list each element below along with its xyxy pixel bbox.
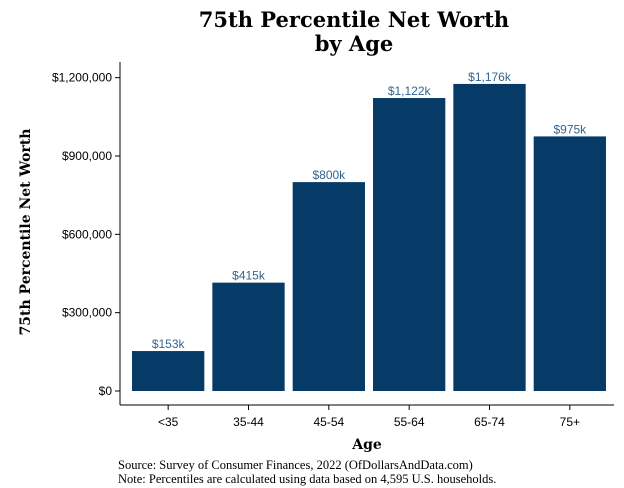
bar xyxy=(212,282,285,391)
x-tick-label: 75+ xyxy=(560,415,580,429)
x-tick-label: <35 xyxy=(158,415,179,429)
y-axis-title: 75th Percentile Net Worth xyxy=(18,129,34,336)
x-tick-label: 55-64 xyxy=(394,415,425,429)
y-tick-label: $300,000 xyxy=(62,306,112,320)
footnote: Note: Percentiles are calculated using d… xyxy=(118,472,496,486)
bar xyxy=(292,182,365,391)
y-tick-label: $600,000 xyxy=(62,227,112,241)
bar-value-label: $800k xyxy=(312,168,346,182)
chart-title-line-1: 75th Percentile Net Worth xyxy=(199,7,509,32)
bar-value-label: $1,122k xyxy=(388,84,432,98)
bar-value-label: $153k xyxy=(152,337,186,351)
y-tick-label: $900,000 xyxy=(62,149,112,163)
bar xyxy=(132,351,205,391)
x-axis-title: Age xyxy=(351,437,382,453)
source-note: Source: Survey of Consumer Finances, 202… xyxy=(118,458,473,472)
y-axis-ticks: $0 $300,000 $600,000 $900,000 $1,200,000 xyxy=(52,71,120,398)
bar-value-label: $975k xyxy=(553,122,587,136)
bar-value-label: $415k xyxy=(232,269,266,283)
bar-data-labels: $153k $415k $800k $1,122k $1,176k $975k xyxy=(152,70,587,351)
x-tick-label: 35-44 xyxy=(233,415,264,429)
bars xyxy=(132,83,606,392)
bar xyxy=(373,98,446,392)
bar xyxy=(453,83,526,391)
chart-title-line-2: by Age xyxy=(315,31,394,56)
bar xyxy=(533,136,606,391)
x-tick-label: 45-54 xyxy=(313,415,344,429)
x-axis-ticks: <35 35-44 45-54 55-64 65-74 75+ xyxy=(158,405,580,429)
y-tick-label: $0 xyxy=(99,384,113,398)
y-tick-label: $1,200,000 xyxy=(52,71,112,85)
x-tick-label: 65-74 xyxy=(474,415,505,429)
bar-value-label: $1,176k xyxy=(468,70,512,84)
